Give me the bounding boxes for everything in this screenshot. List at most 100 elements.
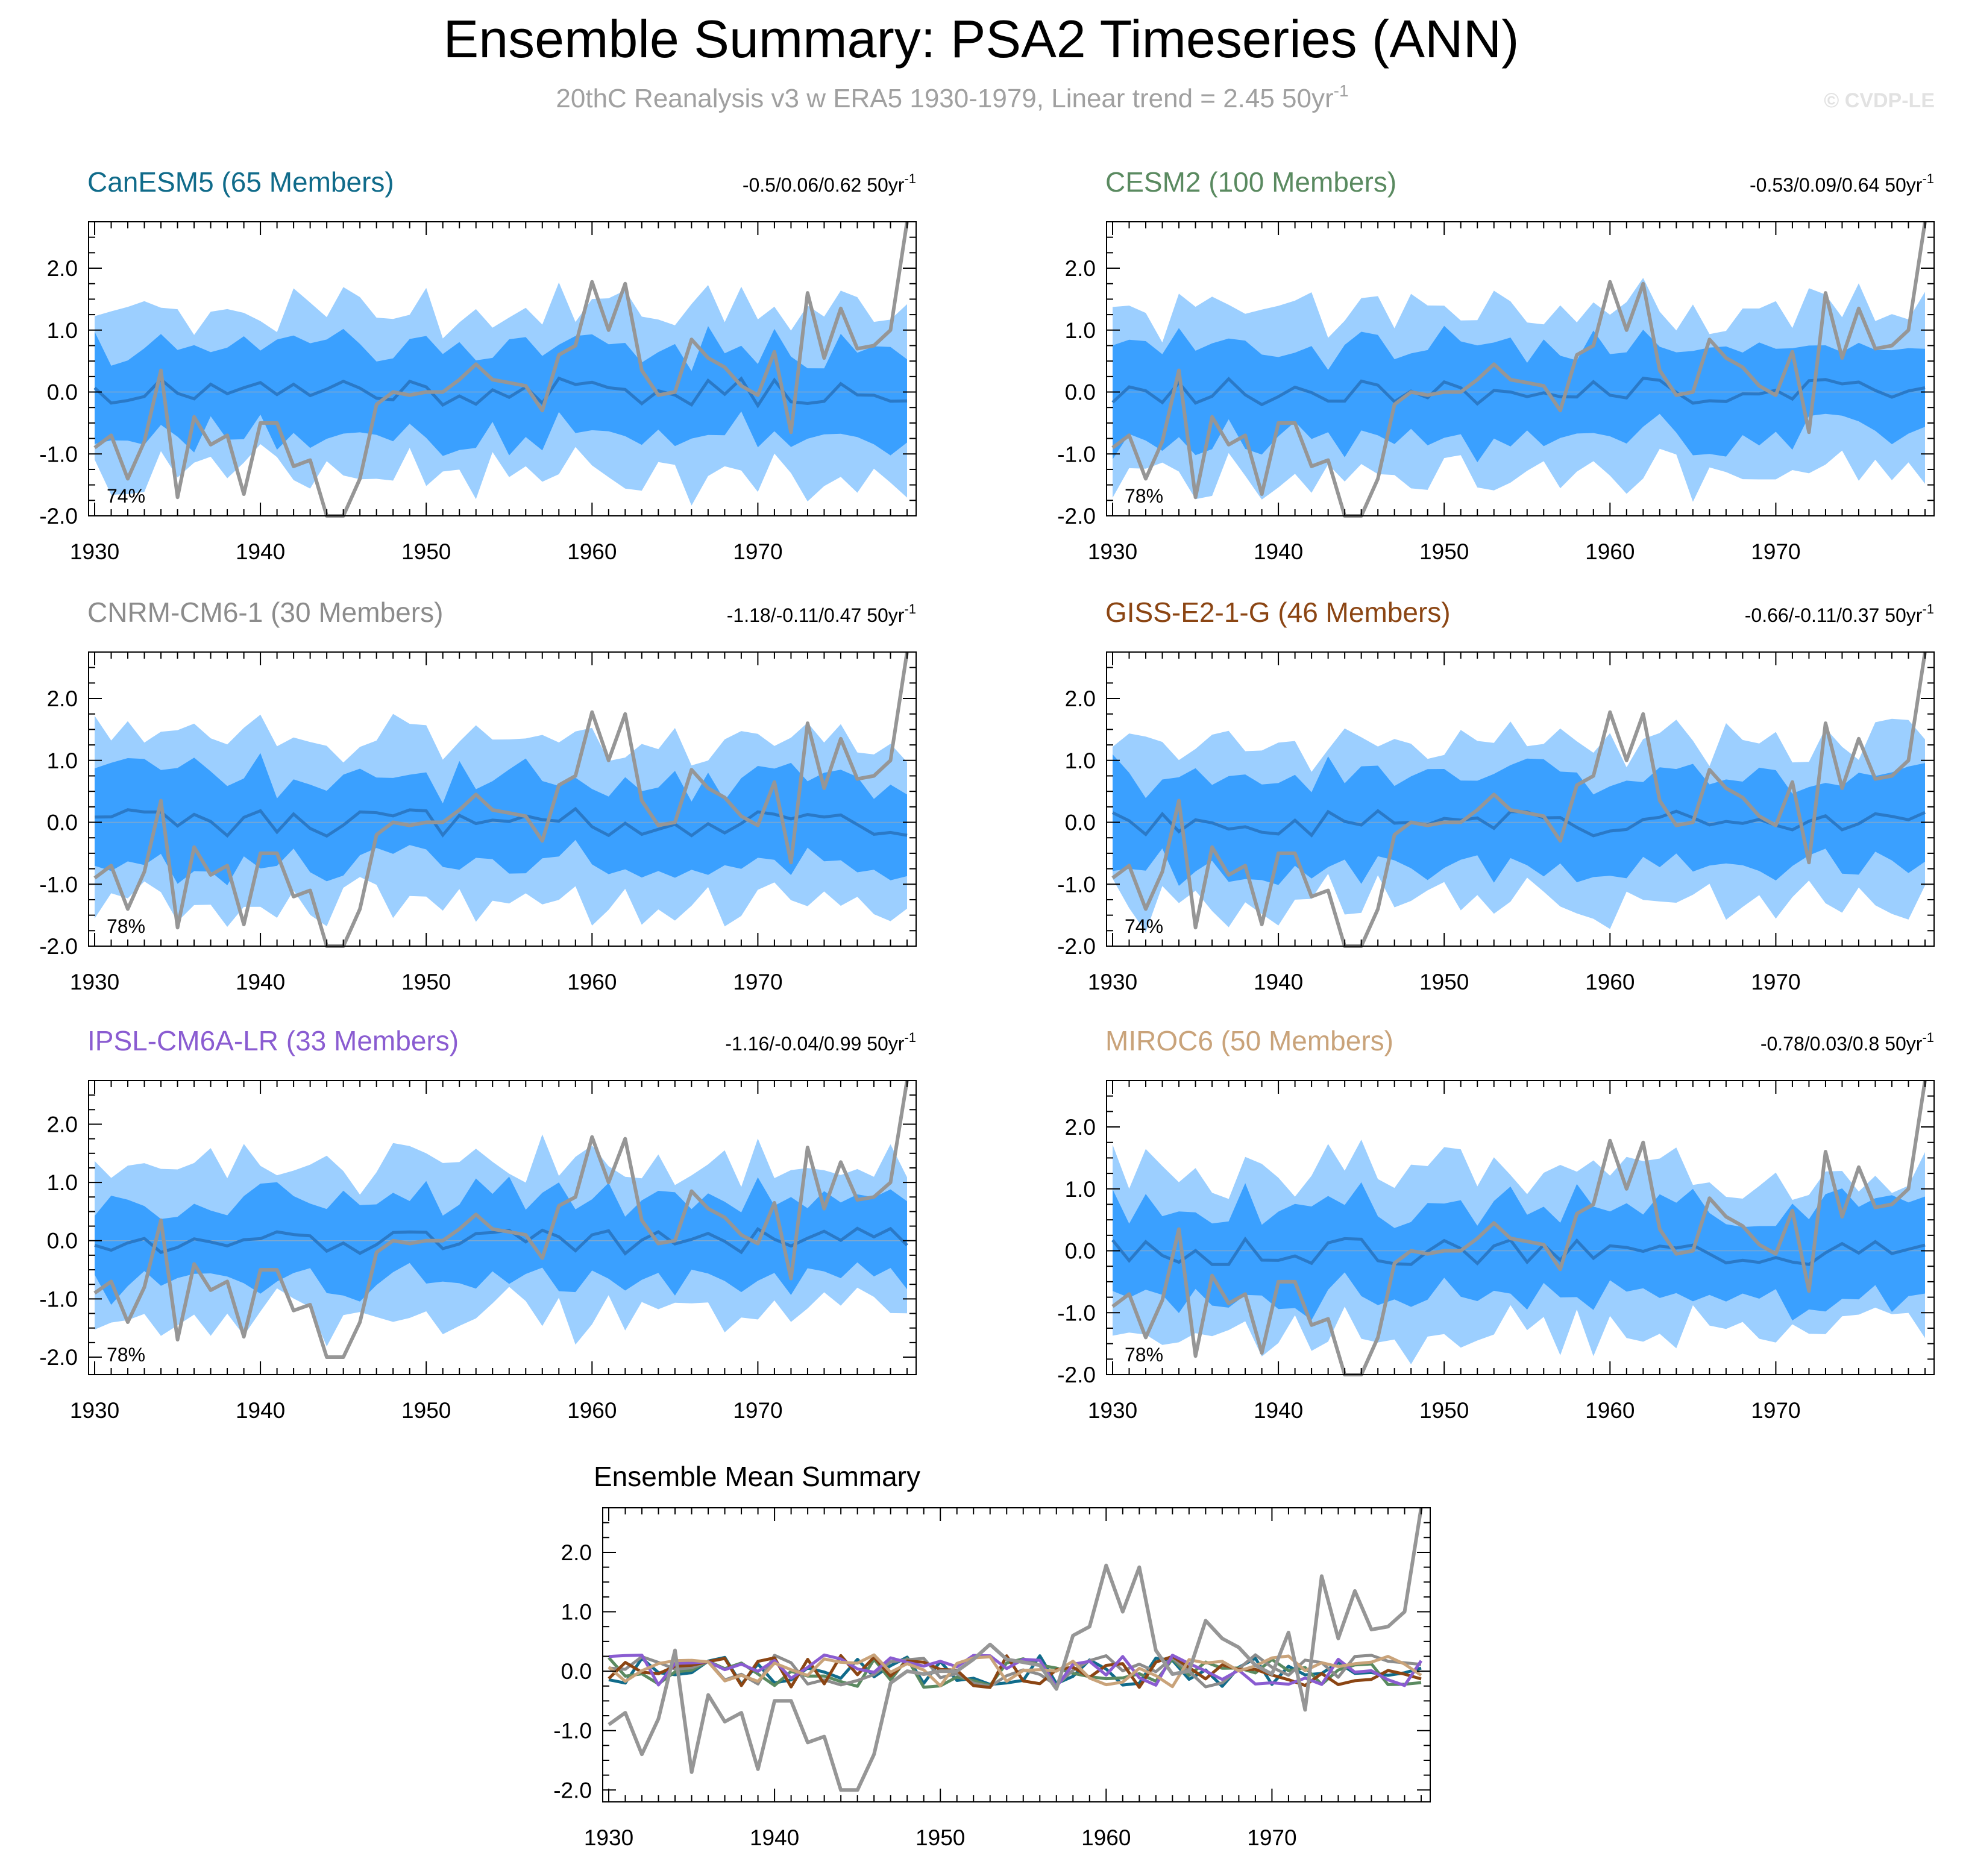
panel-miroc6-ytick-label: -2.0 [1057, 1363, 1096, 1387]
panel-cnrm-cm6-1-ensemble-mean-line [94, 806, 908, 838]
panel-giss-e2-1-g-ytick-label: 1.0 [1065, 748, 1096, 773]
panel-miroc6-trend: -0.78/0.03/0.8 50yr-1 [1760, 1030, 1934, 1055]
panel-giss-e2-1-g-inner-band [1113, 754, 1925, 886]
panel-ensemble-mean-xtick-label: 1970 [1247, 1825, 1296, 1850]
panel-cnrm-cm6-1-ytick-label: 2.0 [47, 686, 78, 711]
panel-giss-e2-1-g-ytick-label: -1.0 [1057, 872, 1096, 897]
panel-cnrm-cm6-1-title: CNRM-CM6-1 (30 Members) [87, 597, 443, 628]
panel-canesm5: -2.0 -1.0 0.0 1.0 2.0 1930 1940 1950 1960 1970 Can… [39, 166, 917, 564]
panel-canesm5-ytick-label: -2.0 [39, 504, 78, 529]
panel-cnrm-cm6-1: -2.0 -1.0 0.0 1.0 2.0 1930 1940 1950 1960 1970 CNR… [39, 597, 917, 994]
panel-ipsl-cm6a-lr-xtick-label: 1950 [401, 1398, 451, 1423]
panel-cesm2-trend-value: -0.53/0.09/0.64 50yr [1750, 174, 1923, 196]
panel-giss-e2-1-g-xtick-label: 1930 [1088, 970, 1137, 994]
panel-cnrm-cm6-1-ytick-label: -2.0 [39, 934, 78, 959]
panel-ensemble-mean-xtick-label: 1950 [916, 1825, 965, 1850]
panel-miroc6-ytick-label: 0.0 [1065, 1239, 1096, 1264]
panel-miroc6-ytick-label: -1.0 [1057, 1300, 1096, 1325]
panel-canesm5-xtick-label: 1960 [567, 539, 617, 564]
panel-cesm2-ensemble-mean-line [1111, 376, 1926, 407]
panel-cnrm-cm6-1-observations-line [93, 651, 909, 948]
panel-giss-e2-1-g-frame [1106, 651, 1935, 947]
panel-cnrm-cm6-1-percent-label: 78% [107, 915, 145, 937]
panel-ensemble-mean-ytick-label: 0.0 [561, 1659, 592, 1684]
panel-ipsl-cm6a-lr-title: IPSL-CM6A-LR (33 Members) [87, 1025, 459, 1056]
panel-ipsl-cm6a-lr-trend: -1.16/-0.04/0.99 50yr-1 [725, 1030, 916, 1055]
panel-giss-e2-1-g-ytick-label: 0.0 [1065, 811, 1096, 835]
panel-miroc6-xtick-label: 1970 [1751, 1398, 1800, 1423]
panel-canesm5-ytick-label: 0.0 [47, 380, 78, 405]
panel-cnrm-cm6-1-xtick-label: 1940 [236, 970, 285, 994]
panel-ensemble-mean-ytick-label: 2.0 [561, 1540, 592, 1565]
panel-cesm2-xtick-label: 1950 [1419, 539, 1469, 564]
credit-watermark: © CVDP-LE [1824, 89, 1935, 112]
panel-ensemble-mean-series-line [608, 1653, 1423, 1689]
panel-cnrm-cm6-1-ytick-label: -1.0 [39, 872, 78, 897]
panel-miroc6-ensemble-mean-line [1111, 1236, 1926, 1266]
panel-giss-e2-1-g-xtick-label: 1940 [1254, 970, 1303, 994]
panel-ipsl-cm6a-lr-ytick-label: 2.0 [47, 1112, 78, 1137]
panel-giss-e2-1-g-trend-sup: -1 [1922, 601, 1934, 616]
panel-giss-e2-1-g-title: GISS-E2-1-G (46 Members) [1105, 597, 1451, 628]
panel-cesm2-title: CESM2 (100 Members) [1105, 166, 1396, 198]
panel-miroc6: -2.0 -1.0 0.0 1.0 2.0 1930 1940 1950 1960 1970 MIR… [1057, 1025, 1935, 1423]
panel-ensemble-mean-ytick-label: 1.0 [561, 1600, 592, 1625]
panel-cesm2-trend: -0.53/0.09/0.64 50yr-1 [1750, 171, 1934, 196]
panel-giss-e2-1-g-xtick-label: 1970 [1751, 970, 1800, 994]
panel-canesm5-ytick-label: 2.0 [47, 256, 78, 281]
panel-miroc6-ytick-label: 2.0 [1065, 1115, 1096, 1140]
panel-cnrm-cm6-1-xtick-label: 1960 [567, 970, 617, 994]
panel-ensemble-mean-xtick-label: 1940 [750, 1825, 799, 1850]
panel-ensemble-mean-xtick-label: 1930 [584, 1825, 633, 1850]
panel-cesm2-ytick-label: 0.0 [1065, 380, 1096, 405]
panel-giss-e2-1-g-trend: -0.66/-0.11/0.37 50yr-1 [1745, 601, 1934, 626]
panel-ensemble-mean-title: Ensemble Mean Summary [594, 1461, 920, 1492]
panel-giss-e2-1-g-xtick-label: 1950 [1419, 970, 1469, 994]
panel-canesm5-xtick-label: 1930 [70, 539, 119, 564]
panel-cnrm-cm6-1-trend-value: -1.18/-0.11/0.47 50yr [727, 604, 905, 626]
panel-ipsl-cm6a-lr-xtick-label: 1970 [733, 1398, 782, 1423]
panel-canesm5-frame [88, 221, 917, 516]
panel-cnrm-cm6-1-ytick-label: 0.0 [47, 811, 78, 835]
panel-ensemble-mean: -2.0 -1.0 0.0 1.0 2.0 1930 1940 1950 1960 1970 Ens… [553, 1461, 1431, 1850]
panel-cnrm-cm6-1-ytick-label: 1.0 [47, 748, 78, 773]
panel-ensemble-mean-xtick-label: 1960 [1081, 1825, 1131, 1850]
panel-ensemble-mean-ytick-label: -2.0 [553, 1778, 592, 1802]
panel-miroc6-trend-sup: -1 [1922, 1030, 1934, 1045]
panel-canesm5-ensemble-mean-line [93, 376, 908, 409]
panel-ensemble-mean-ytick-label: -1.0 [553, 1719, 592, 1743]
panel-ipsl-cm6a-lr: -2.0 -1.0 0.0 1.0 2.0 1930 1940 1950 1960 1970 IPS… [39, 1025, 917, 1423]
panel-canesm5-ytick-label: -1.0 [39, 442, 78, 466]
panel-giss-e2-1-g-percent-label: 74% [1125, 915, 1163, 937]
panel-miroc6-observations-line [1111, 1080, 1927, 1376]
panel-miroc6-ytick-label: 1.0 [1065, 1177, 1096, 1202]
panel-cesm2-xtick-label: 1930 [1088, 539, 1137, 564]
panel-miroc6-title: MIROC6 (50 Members) [1105, 1025, 1393, 1056]
panel-miroc6-xtick-label: 1930 [1088, 1398, 1137, 1423]
panel-miroc6-trend-value: -0.78/0.03/0.8 50yr [1760, 1033, 1923, 1055]
panel-miroc6-xtick-label: 1950 [1419, 1398, 1469, 1423]
panel-cesm2-ytick-label: 1.0 [1065, 318, 1096, 343]
panel-canesm5-percent-label: 74% [107, 485, 145, 507]
panel-cesm2-ytick-label: 2.0 [1065, 256, 1096, 281]
panel-miroc6-percent-label: 78% [1125, 1344, 1163, 1366]
panel-giss-e2-1-g-xtick-label: 1960 [1585, 970, 1635, 994]
panel-canesm5-xtick-label: 1940 [236, 539, 285, 564]
panel-canesm5-title: CanESM5 (65 Members) [87, 166, 394, 198]
panel-ensemble-mean-series-line [608, 1654, 1422, 1689]
panel-canesm5-trend-value: -0.5/0.06/0.62 50yr [743, 174, 905, 196]
panel-ipsl-cm6a-lr-trend-value: -1.16/-0.04/0.99 50yr [725, 1033, 904, 1055]
panel-canesm5-trend: -0.5/0.06/0.62 50yr-1 [743, 171, 916, 196]
panel-ipsl-cm6a-lr-ytick-label: -2.0 [39, 1345, 78, 1370]
panel-ensemble-mean-series-line [608, 1653, 1422, 1689]
panels: -2.0 -1.0 0.0 1.0 2.0 1930 1940 1950 1960 1970 Can… [39, 166, 1935, 1850]
panel-cesm2-xtick-label: 1940 [1254, 539, 1303, 564]
panel-giss-e2-1-g-trend-value: -0.66/-0.11/0.37 50yr [1745, 604, 1923, 626]
panel-ensemble-mean-frame [602, 1507, 1431, 1802]
panel-ipsl-cm6a-lr-percent-label: 78% [107, 1344, 145, 1366]
panel-canesm5-inner-band [95, 326, 907, 456]
panel-cnrm-cm6-1-frame [88, 651, 917, 947]
panel-ipsl-cm6a-lr-ytick-label: 0.0 [47, 1229, 78, 1253]
panel-giss-e2-1-g-ytick-label: -2.0 [1057, 934, 1096, 959]
